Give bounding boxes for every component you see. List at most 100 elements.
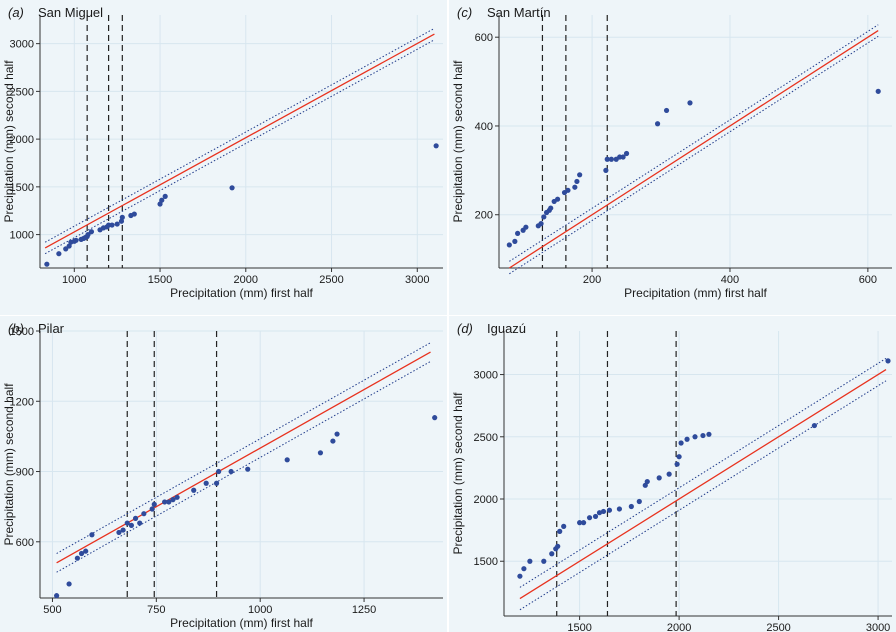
chart-1-point-18 xyxy=(174,494,180,500)
chart-3-point-27 xyxy=(692,434,698,440)
chart-2-x-tick-label-0: 200 xyxy=(583,274,601,286)
chart-2-y-tick-label-1: 400 xyxy=(475,121,493,133)
chart-1-y-tick-label-0: 600 xyxy=(16,537,34,549)
chart-2-band-upper xyxy=(509,24,879,262)
chart-3-fit-line xyxy=(519,369,887,600)
chart-1-point-2 xyxy=(74,555,80,561)
chart-2-background xyxy=(449,0,896,315)
chart-3-point-2 xyxy=(527,558,533,564)
chart-2-fit-line xyxy=(508,29,879,269)
chart-1-point-10 xyxy=(132,515,139,521)
chart-0-panel-letter: (a) xyxy=(8,5,24,20)
chart-2-point-18 xyxy=(603,167,609,173)
chart-2-point-10 xyxy=(548,205,554,211)
chart-3-point-29 xyxy=(706,431,712,437)
chart-3-point-23 xyxy=(674,461,680,467)
chart-1-point-25 xyxy=(284,457,290,463)
chart-2-point-23 xyxy=(620,154,626,160)
chart-3-point-17 xyxy=(628,503,634,510)
chart-0-x-tick-label-3: 2500 xyxy=(319,274,343,286)
chart-3-point-7 xyxy=(557,528,563,534)
chart-3-point-31 xyxy=(885,358,891,364)
chart-3-point-6 xyxy=(555,543,561,549)
chart-2-title: San Martín xyxy=(487,5,551,20)
chart-1-point-23 xyxy=(228,468,234,475)
chart-1-fit-line xyxy=(56,351,431,564)
chart-2-point-17 xyxy=(577,172,583,178)
chart-1-point-14 xyxy=(151,501,157,507)
chart-3-point-20 xyxy=(644,478,650,485)
chart-0-point-26 xyxy=(229,185,235,191)
chart-3-title: Iguazú xyxy=(487,321,526,336)
chart-0-point-25 xyxy=(162,193,168,199)
chart-2: 200 400 600 200 400 600 Precipitation (mm) fir… xyxy=(449,0,896,315)
chart-0-point-1 xyxy=(56,251,62,257)
chart-3-point-13 xyxy=(596,510,603,516)
chart-0-y-axis-label: Precipitation (mm) second half xyxy=(2,60,16,223)
chart-1-point-22 xyxy=(216,468,222,475)
chart-1-band-upper xyxy=(56,342,431,554)
chart-3-point-24 xyxy=(676,454,682,460)
chart-0-band-upper xyxy=(44,27,435,243)
chart-3-point-9 xyxy=(577,520,583,526)
chart-2-point-20 xyxy=(608,156,614,162)
chart-2-panel-letter: (c) xyxy=(457,5,472,20)
chart-3-y-tick-label-3: 3000 xyxy=(474,370,498,382)
chart-2-point-14 xyxy=(565,187,571,193)
chart-0-y-tick-label-3: 2500 xyxy=(10,86,34,98)
chart-3-point-11 xyxy=(586,515,593,521)
chart-1-point-27 xyxy=(330,438,336,444)
chart-3-background xyxy=(449,316,896,632)
chart-2-point-28 xyxy=(875,88,881,94)
chart-2-point-16 xyxy=(574,178,580,185)
chart-0-point-17 xyxy=(109,222,115,228)
chart-2-x-tick-label-1: 400 xyxy=(721,274,739,286)
chart-1-point-0 xyxy=(54,593,60,599)
chart-3-point-25 xyxy=(678,440,684,446)
chart-0-point-11 xyxy=(85,231,91,238)
chart-1-point-15 xyxy=(162,499,168,505)
chart-3-x-tick-label-1: 2000 xyxy=(667,622,691,632)
chart-3: 1500 2000 2500 3000 1500 2000 2500 3000 Precipit… xyxy=(449,316,896,632)
chart-0-point-18 xyxy=(114,221,120,227)
chart-3-panel-letter: (d) xyxy=(457,321,473,336)
chart-1-point-1 xyxy=(66,581,72,587)
chart-1-point-17 xyxy=(170,497,176,503)
chart-1-point-20 xyxy=(203,480,209,486)
chart-1-point-11 xyxy=(137,520,143,526)
chart-1-point-16 xyxy=(166,499,172,505)
chart-1-background xyxy=(0,316,447,632)
chart-2-point-12 xyxy=(555,196,561,202)
chart-2-x-tick-label-2: 600 xyxy=(859,274,877,286)
chart-2-point-1 xyxy=(512,238,518,244)
chart-0-point-0 xyxy=(44,261,50,267)
chart-3-y-tick-label-0: 1500 xyxy=(474,556,498,568)
chart-0-y-tick-label-1: 1500 xyxy=(10,182,34,194)
chart-2-point-0 xyxy=(506,242,512,248)
chart-3-point-16 xyxy=(616,506,623,512)
chart-0-point-6 xyxy=(73,237,79,243)
chart-1-x-tick-label-0: 500 xyxy=(43,604,61,616)
chart-0-point-24 xyxy=(159,197,165,203)
chart-1-y-tick-label-3: 1500 xyxy=(10,326,34,338)
chart-3-point-26 xyxy=(684,436,690,442)
chart-3-y-axis-label: Precipitation (mm) second half xyxy=(451,392,465,555)
chart-1-point-19 xyxy=(191,487,197,493)
chart-0-y-tick-label-2: 2000 xyxy=(10,134,34,146)
chart-1-point-4 xyxy=(83,548,89,554)
chart-2-point-15 xyxy=(572,184,578,190)
chart-0-point-12 xyxy=(88,229,95,235)
chart-1-x-tick-label-3: 1250 xyxy=(352,604,376,616)
chart-2-point-27 xyxy=(687,100,693,106)
chart-1-point-6 xyxy=(116,529,122,536)
chart-3-y-tick-label-2: 2500 xyxy=(474,432,498,444)
chart-0: 1000 1500 2000 2500 3000 1000 1500 2000 2500 3000… xyxy=(0,0,447,315)
chart-1-y-tick-label-1: 900 xyxy=(16,467,34,479)
chart-0-y-tick-label-0: 1000 xyxy=(10,230,34,242)
chart-0-x-tick-label-0: 1000 xyxy=(62,274,86,286)
chart-1-point-8 xyxy=(124,520,130,526)
chart-3-y-tick-label-1: 2000 xyxy=(474,494,498,506)
chart-1-x-tick-label-2: 1000 xyxy=(248,604,272,616)
chart-3-point-1 xyxy=(521,566,527,572)
